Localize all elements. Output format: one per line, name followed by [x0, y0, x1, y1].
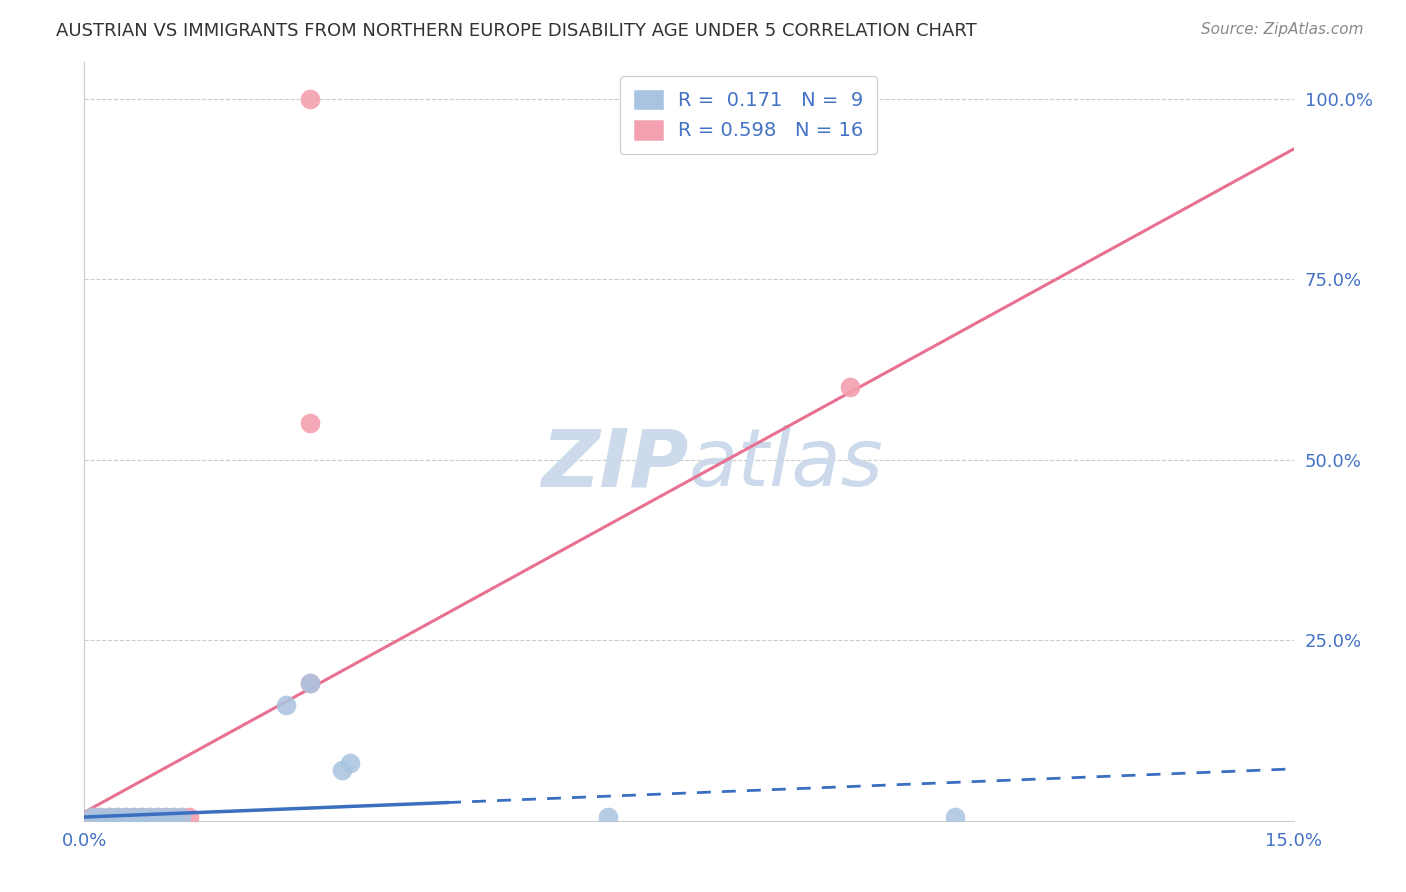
Point — [89, 810, 111, 824]
Point — [129, 810, 152, 824]
Point — [89, 810, 111, 824]
Point — [839, 380, 862, 394]
Point — [162, 810, 184, 824]
Point — [129, 810, 152, 824]
Point — [943, 810, 966, 824]
Point — [82, 810, 104, 824]
Point — [138, 810, 160, 824]
Legend: R =  0.171   N =  9, R = 0.598   N = 16: R = 0.171 N = 9, R = 0.598 N = 16 — [620, 76, 877, 154]
Point — [105, 810, 128, 824]
Point — [82, 810, 104, 824]
Text: AUSTRIAN VS IMMIGRANTS FROM NORTHERN EUROPE DISABILITY AGE UNDER 5 CORRELATION C: AUSTRIAN VS IMMIGRANTS FROM NORTHERN EUR… — [56, 22, 977, 40]
Point — [97, 810, 120, 824]
Point — [146, 810, 169, 824]
Point — [162, 810, 184, 824]
Point — [339, 756, 361, 770]
Text: Source: ZipAtlas.com: Source: ZipAtlas.com — [1201, 22, 1364, 37]
Point — [114, 810, 136, 824]
Text: atlas: atlas — [689, 425, 884, 503]
Point — [146, 810, 169, 824]
Point — [170, 810, 193, 824]
Point — [121, 810, 143, 824]
Point — [299, 676, 322, 690]
Point — [138, 810, 160, 824]
Point — [274, 698, 297, 712]
Point — [179, 810, 201, 824]
Point — [330, 763, 353, 777]
Point — [299, 676, 322, 690]
Point — [299, 91, 322, 105]
Point — [121, 810, 143, 824]
Point — [598, 810, 620, 824]
Point — [105, 810, 128, 824]
Point — [299, 417, 322, 431]
Point — [153, 810, 176, 824]
Point — [170, 810, 193, 824]
Text: ZIP: ZIP — [541, 425, 689, 503]
Point — [153, 810, 176, 824]
Point — [114, 810, 136, 824]
Point — [97, 810, 120, 824]
